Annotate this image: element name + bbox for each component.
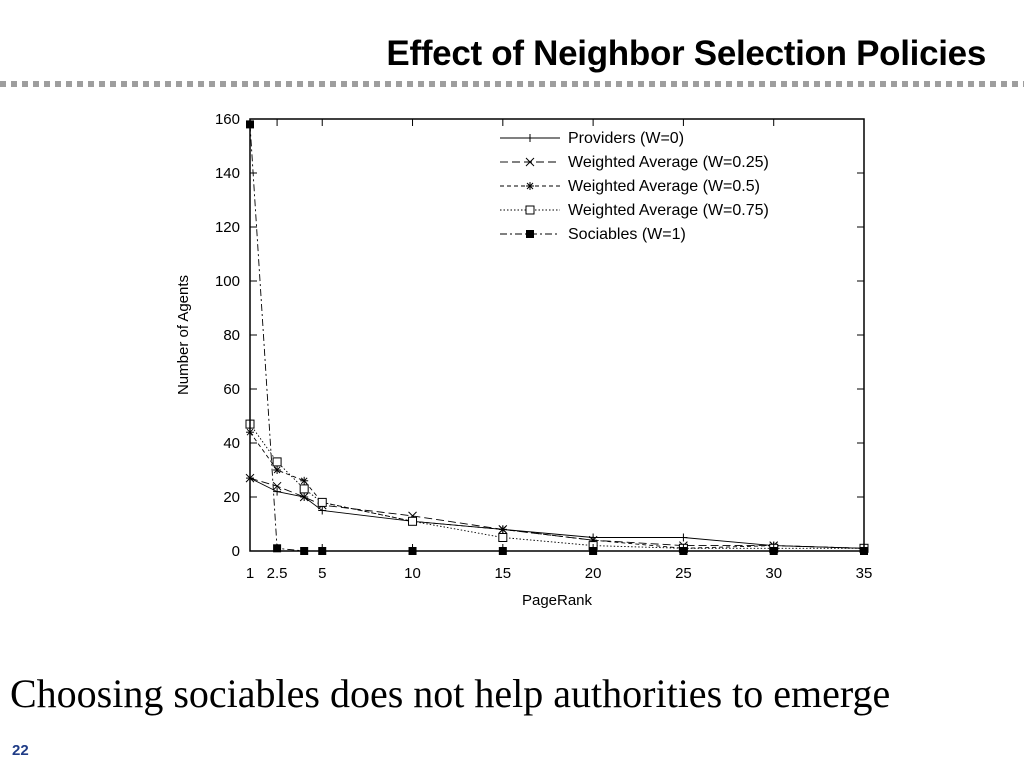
y-tick-label: 60 — [223, 381, 240, 398]
plot-frame — [249, 118, 865, 552]
line-chart: 1 2.5 5 10 15 20 25 30 35 0 20 40 60 80 100 120 140 160 P… — [175, 111, 872, 609]
x-tick-label: 5 — [318, 565, 326, 582]
legend-marker — [526, 182, 534, 190]
y-tick-label: 20 — [223, 489, 240, 506]
data-point — [273, 487, 282, 496]
y-tick-label: 100 — [215, 273, 240, 290]
y-axis-label: Number of Agents — [175, 275, 192, 395]
legend-marker — [525, 205, 535, 215]
x-tick-label: 25 — [675, 565, 692, 582]
title-divider — [0, 81, 1024, 87]
legend-label: Providers (W=0) — [568, 130, 684, 147]
y-tick-label: 140 — [215, 165, 240, 182]
x-tick-label: 15 — [494, 565, 511, 582]
legend-marker — [526, 230, 534, 238]
y-tick-label: 40 — [223, 435, 240, 452]
series-line — [249, 431, 865, 549]
series-line — [249, 477, 865, 549]
series-line — [249, 477, 865, 549]
legend-label: Sociables (W=1) — [568, 226, 686, 243]
legend: Providers (W=0) Weighted Average (W=0.25)… — [500, 130, 769, 243]
data-point — [272, 481, 282, 491]
legend-label: Weighted Average (W=0.75) — [568, 202, 769, 219]
ticks-layer: 1 2.5 5 10 15 20 25 30 35 0 20 40 60 80 100 120 140 160 — [215, 111, 872, 582]
legend-label: Weighted Average (W=0.25) — [568, 154, 769, 171]
x-tick-label: 30 — [765, 565, 782, 582]
series-2 — [245, 473, 869, 553]
series-line — [249, 423, 864, 549]
x-tick-label: 20 — [585, 565, 602, 582]
y-tick-label: 160 — [215, 111, 240, 128]
y-tick-label: 120 — [215, 219, 240, 236]
data-point — [408, 516, 418, 526]
slide-title: Effect of Neighbor Selection Policies — [386, 34, 986, 73]
data-point — [317, 497, 327, 507]
x-tick-label: 2.5 — [267, 565, 288, 582]
x-tick-label: 10 — [404, 565, 421, 582]
x-tick-label: 35 — [856, 565, 873, 582]
data-point — [299, 492, 309, 502]
data-point — [498, 525, 507, 534]
slide-caption: Choosing sociables does not help authori… — [10, 671, 891, 716]
data-point — [273, 466, 282, 474]
legend-marker — [526, 134, 534, 142]
y-tick-label: 0 — [232, 543, 240, 560]
x-tick-label: 1 — [246, 565, 254, 582]
data-point — [498, 533, 508, 542]
x-axis-label: PageRank — [522, 592, 593, 609]
series-1 — [246, 474, 868, 553]
data-point — [679, 533, 688, 542]
series-line — [249, 124, 864, 552]
series-4 — [245, 419, 869, 553]
data-point — [318, 506, 327, 515]
series-3 — [246, 428, 868, 553]
y-tick-label: 80 — [223, 327, 240, 344]
data-point — [272, 457, 282, 467]
data-point — [299, 484, 309, 494]
legend-label: Weighted Average (W=0.5) — [568, 178, 760, 195]
data-point — [300, 476, 309, 485]
legend-marker — [525, 157, 535, 167]
slide-number: 22 — [12, 742, 29, 759]
